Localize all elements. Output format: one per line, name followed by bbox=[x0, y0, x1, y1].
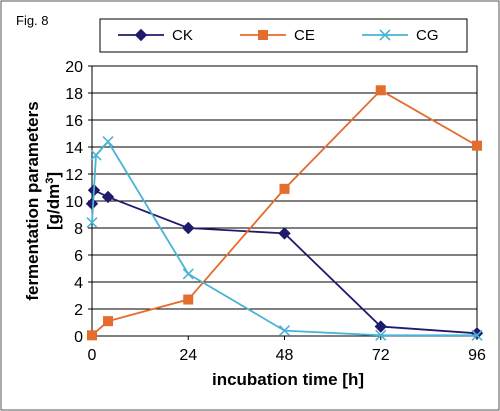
data-point-ce bbox=[375, 85, 386, 96]
data-point-ck bbox=[182, 221, 195, 235]
legend: CK CE CG bbox=[118, 27, 439, 44]
y-tick-label: 6 bbox=[74, 248, 83, 265]
data-point-ck bbox=[374, 320, 387, 333]
y-tick-label: 14 bbox=[65, 140, 83, 157]
data-point-ce bbox=[87, 330, 97, 341]
series-ce bbox=[87, 85, 482, 341]
y-axis-ticks: 0 2 4 6 8 10 12 14 16 18 20 bbox=[65, 59, 92, 346]
legend-marker bbox=[258, 30, 268, 40]
x-tick-label: 72 bbox=[372, 347, 390, 364]
x-axis-ticks: 0 24 48 72 96 bbox=[88, 336, 486, 364]
y-axis-title: fermentation parameters [g/dm3] bbox=[23, 101, 63, 300]
x-axis-title: incubation time [h] bbox=[212, 370, 364, 389]
legend-label: CK bbox=[172, 27, 193, 44]
y-tick-label: 8 bbox=[74, 221, 83, 238]
data-point-cg bbox=[182, 268, 194, 280]
data-point-ce bbox=[183, 294, 194, 305]
y-axis-unit-base: [g/dm bbox=[44, 184, 63, 230]
data-point-ce bbox=[472, 140, 482, 151]
y-tick-label: 10 bbox=[65, 194, 83, 211]
data-point-cg bbox=[278, 325, 291, 337]
data-point-cg bbox=[375, 329, 387, 341]
series-cg bbox=[86, 136, 483, 341]
legend-entry-ce: CE bbox=[240, 27, 315, 44]
data-point-ck bbox=[101, 190, 115, 204]
data-point-cg bbox=[86, 217, 98, 229]
x-tick-label: 96 bbox=[468, 347, 486, 364]
legend-entry-cg: CG bbox=[362, 27, 439, 44]
legend-label: CG bbox=[416, 27, 439, 44]
data-point-cg bbox=[102, 136, 114, 148]
y-tick-label: 4 bbox=[74, 275, 83, 292]
legend-entry-ck: CK bbox=[118, 27, 193, 44]
legend-label: CE bbox=[294, 27, 315, 44]
y-axis-unit-exponent: 3 bbox=[44, 178, 56, 184]
x-tick-label: 24 bbox=[179, 347, 197, 364]
data-point-ce bbox=[279, 183, 290, 194]
data-point-cg bbox=[471, 329, 483, 341]
y-tick-label: 16 bbox=[65, 113, 83, 130]
data-point-cg bbox=[90, 149, 102, 161]
y-axis-title-line2: [g/dm3] bbox=[44, 172, 63, 230]
y-tick-label: 18 bbox=[65, 86, 83, 103]
data-point-ce bbox=[103, 316, 114, 327]
y-tick-label: 0 bbox=[74, 329, 83, 346]
y-tick-label: 2 bbox=[74, 302, 83, 319]
y-axis-unit-end: ] bbox=[44, 172, 63, 178]
legend-marker bbox=[379, 29, 391, 41]
x-tick-label: 0 bbox=[88, 347, 97, 364]
series-layer bbox=[85, 85, 484, 341]
y-tick-label: 20 bbox=[65, 59, 83, 76]
legend-marker bbox=[134, 28, 148, 42]
y-tick-label: 12 bbox=[65, 167, 83, 184]
y-axis-title-line1: fermentation parameters bbox=[23, 101, 42, 300]
x-tick-label: 48 bbox=[276, 347, 294, 364]
data-point-ck bbox=[278, 227, 291, 240]
figure-label: Fig. 8 bbox=[16, 13, 49, 28]
